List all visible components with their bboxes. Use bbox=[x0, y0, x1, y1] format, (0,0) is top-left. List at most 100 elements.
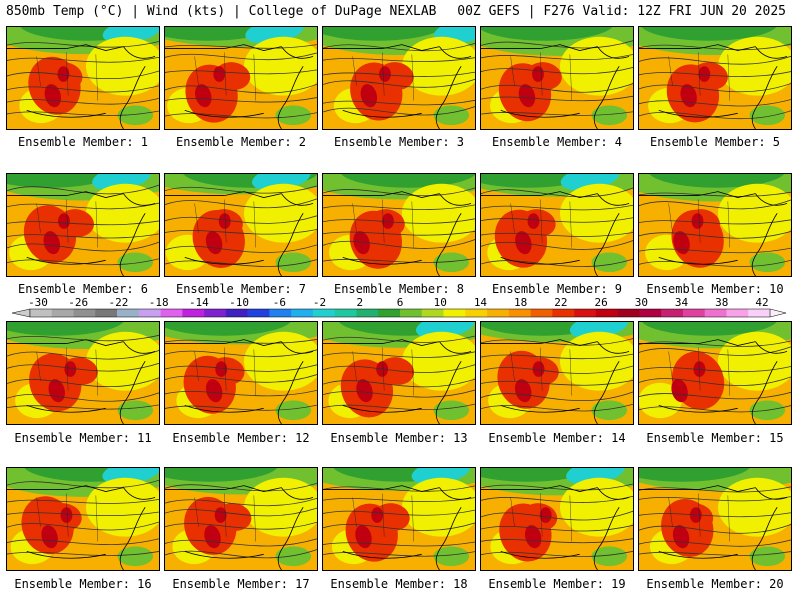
ensemble-member-caption: Ensemble Member: 18 bbox=[330, 577, 468, 591]
ensemble-map-panel-3 bbox=[322, 26, 476, 130]
colorbar-swatch bbox=[530, 309, 553, 317]
colorbar-swatch bbox=[225, 309, 248, 317]
colorbar-swatch bbox=[443, 309, 466, 317]
colorbar-swatch bbox=[95, 309, 118, 317]
ensemble-member-caption: Ensemble Member: 19 bbox=[488, 577, 626, 591]
colorbar-tick-label: 34 bbox=[675, 296, 689, 309]
colorbar-tick-label: -14 bbox=[189, 296, 209, 309]
temperature-field-map bbox=[165, 27, 317, 129]
colorbar-swatch bbox=[378, 309, 401, 317]
temperature-field-map bbox=[7, 322, 159, 424]
colorbar-swatch bbox=[617, 309, 640, 317]
temperature-field-map bbox=[7, 468, 159, 570]
temperature-field-map bbox=[165, 468, 317, 570]
colorbar-swatch bbox=[704, 309, 727, 317]
ensemble-member-caption: Ensemble Member: 7 bbox=[175, 282, 307, 296]
colorbar-swatch bbox=[552, 309, 575, 317]
temperature-field-map bbox=[481, 27, 633, 129]
temperature-field-map bbox=[323, 174, 475, 276]
colorbar-swatch bbox=[160, 309, 183, 317]
colorbar-low-arrow bbox=[11, 308, 31, 318]
ensemble-member-caption: Ensemble Member: 6 bbox=[17, 282, 149, 296]
temperature-field-map bbox=[639, 322, 791, 424]
temperature-field-map bbox=[165, 322, 317, 424]
colorbar-swatch bbox=[247, 309, 270, 317]
temperature-field-map bbox=[639, 174, 791, 276]
temperature-colorbar: -30 -26 -22 -18 -14 -10 -6 -2 2 6 10 14 18 22 26 30 34 38… bbox=[11, 296, 787, 318]
colorbar-tick-label: -30 bbox=[28, 296, 48, 309]
colorbar-swatch bbox=[51, 309, 74, 317]
ensemble-map-panel-13 bbox=[322, 321, 476, 425]
ensemble-map-panel-2 bbox=[164, 26, 318, 130]
colorbar-high-arrow bbox=[769, 308, 787, 318]
ensemble-member-caption: Ensemble Member: 3 bbox=[333, 135, 465, 149]
colorbar-tick-label: 42 bbox=[755, 296, 768, 309]
ensemble-map-panel-14 bbox=[480, 321, 634, 425]
temperature-field-map bbox=[481, 468, 633, 570]
colorbar-tick-label: 26 bbox=[594, 296, 607, 309]
colorbar-swatch bbox=[400, 309, 423, 317]
ensemble-member-caption: Ensemble Member: 9 bbox=[491, 282, 623, 296]
header-valid-time: 00Z GEFS | F276 Valid: 12Z FRI JUN 20 20… bbox=[457, 4, 786, 19]
colorbar-swatch bbox=[682, 309, 706, 317]
temperature-field-map bbox=[639, 468, 791, 570]
ensemble-member-caption: Ensemble Member: 15 bbox=[646, 431, 784, 445]
colorbar-tick-label: 30 bbox=[635, 296, 648, 309]
colorbar-swatch bbox=[487, 309, 510, 317]
temperature-field-map bbox=[639, 27, 791, 129]
colorbar-tick-label: -2 bbox=[313, 296, 326, 309]
ensemble-member-caption: Ensemble Member: 5 bbox=[649, 135, 781, 149]
temperature-field-map bbox=[165, 174, 317, 276]
ensemble-map-panel-8 bbox=[322, 173, 476, 277]
colorbar-tick-label: 2 bbox=[356, 296, 363, 309]
ensemble-map-panel-20 bbox=[638, 467, 792, 571]
ensemble-member-caption: Ensemble Member: 13 bbox=[330, 431, 468, 445]
ensemble-member-caption: Ensemble Member: 12 bbox=[172, 431, 310, 445]
temperature-field-map bbox=[7, 174, 159, 276]
colorbar-tick-label: 18 bbox=[514, 296, 527, 309]
colorbar-tick-label: -26 bbox=[68, 296, 88, 309]
temperature-field-map bbox=[323, 27, 475, 129]
colorbar-swatch bbox=[465, 309, 488, 317]
colorbar-swatch bbox=[661, 309, 684, 317]
temperature-field-map bbox=[323, 322, 475, 424]
colorbar-tick-label: 10 bbox=[434, 296, 447, 309]
ensemble-map-panel-1 bbox=[6, 26, 160, 130]
ensemble-member-caption: Ensemble Member: 17 bbox=[172, 577, 310, 591]
ensemble-member-caption: Ensemble Member: 8 bbox=[333, 282, 465, 296]
colorbar-tick-label: -10 bbox=[229, 296, 249, 309]
colorbar-swatch bbox=[138, 309, 161, 317]
colorbar-swatch bbox=[726, 309, 749, 317]
colorbar-tick-label: -6 bbox=[273, 296, 286, 309]
ensemble-member-caption: Ensemble Member: 10 bbox=[646, 282, 784, 296]
colorbar-tick-label: 22 bbox=[554, 296, 567, 309]
ensemble-member-caption: Ensemble Member: 1 bbox=[17, 135, 149, 149]
ensemble-map-panel-15 bbox=[638, 321, 792, 425]
colorbar-swatch bbox=[182, 309, 205, 317]
colorbar-swatch bbox=[204, 309, 227, 317]
temperature-field-map bbox=[481, 174, 633, 276]
ensemble-member-caption: Ensemble Member: 2 bbox=[175, 135, 307, 149]
colorbar-swatch bbox=[334, 309, 357, 317]
temperature-field-map bbox=[481, 322, 633, 424]
colorbar-swatch bbox=[73, 309, 96, 317]
colorbar-swatch bbox=[30, 309, 53, 317]
colorbar-tick-label: 6 bbox=[397, 296, 404, 309]
colorbar-swatch bbox=[312, 309, 336, 317]
ensemble-map-panel-16 bbox=[6, 467, 160, 571]
colorbar-tick-label: -18 bbox=[149, 296, 169, 309]
ensemble-map-panel-4 bbox=[480, 26, 634, 130]
ensemble-map-panel-7 bbox=[164, 173, 318, 277]
ensemble-member-caption: Ensemble Member: 11 bbox=[14, 431, 152, 445]
temperature-field-map bbox=[7, 27, 159, 129]
ensemble-member-caption: Ensemble Member: 14 bbox=[488, 431, 626, 445]
ensemble-member-caption: Ensemble Member: 16 bbox=[14, 577, 152, 591]
ensemble-map-panel-11 bbox=[6, 321, 160, 425]
ensemble-map-panel-17 bbox=[164, 467, 318, 571]
ensemble-map-panel-19 bbox=[480, 467, 634, 571]
colorbar-tick-label: -22 bbox=[109, 296, 129, 309]
colorbar-swatch bbox=[421, 309, 444, 317]
colorbar-swatch bbox=[508, 309, 531, 317]
colorbar-swatch bbox=[748, 309, 771, 317]
ensemble-map-panel-10 bbox=[638, 173, 792, 277]
